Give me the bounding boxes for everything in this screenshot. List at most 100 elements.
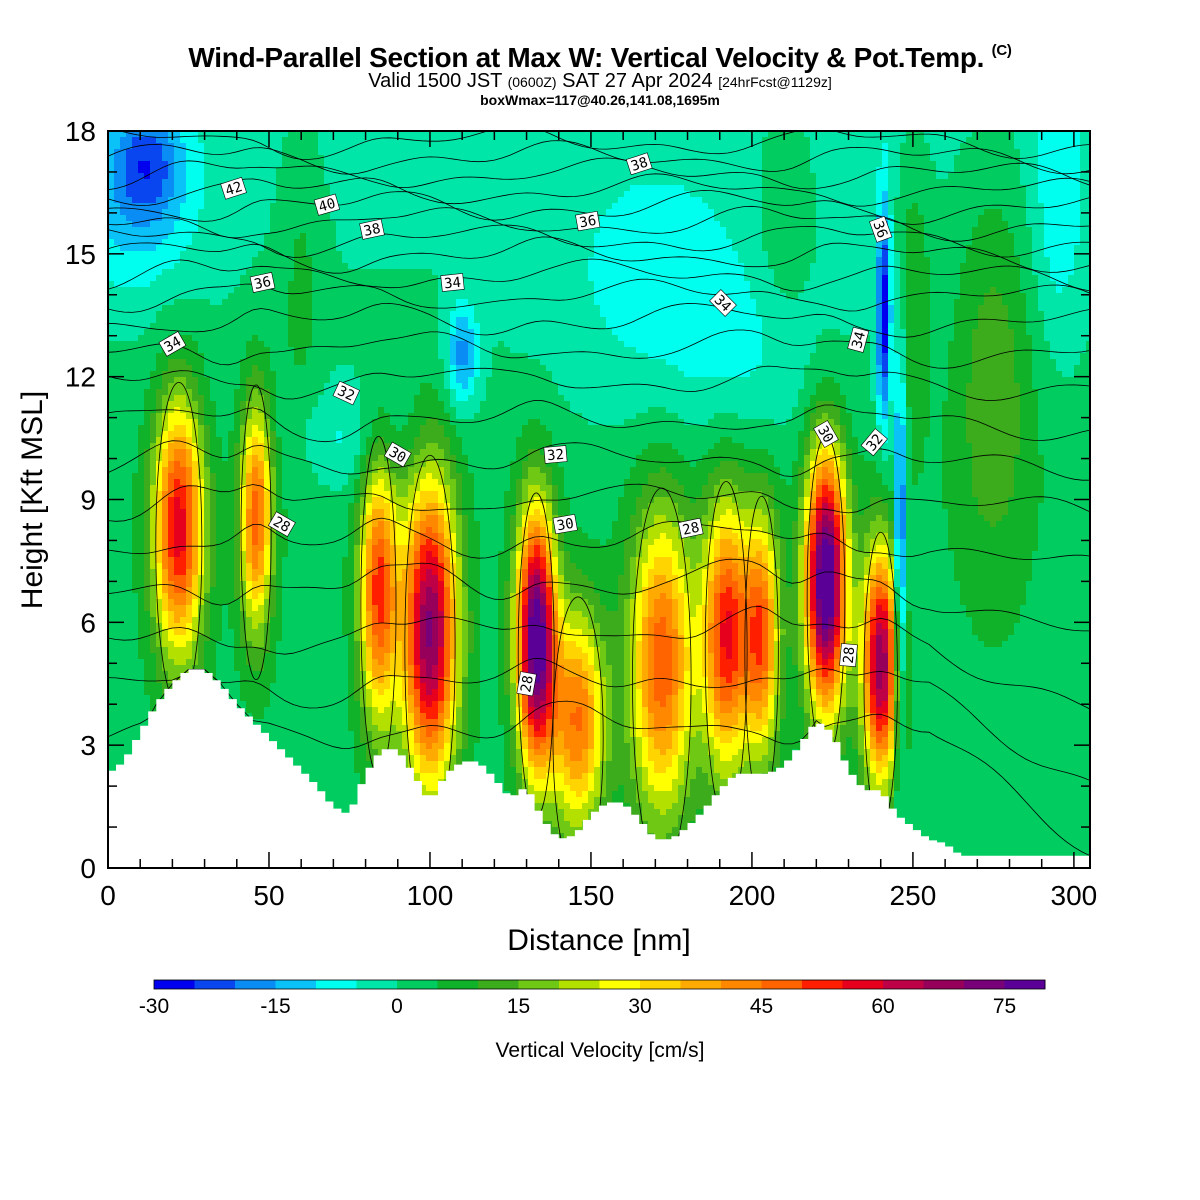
velocity-cell — [162, 185, 169, 192]
velocity-cell — [738, 155, 745, 162]
velocity-cell — [588, 149, 595, 156]
velocity-cell — [972, 227, 979, 234]
velocity-cell — [624, 137, 631, 144]
velocity-cell — [786, 179, 793, 186]
velocity-cell — [210, 221, 217, 228]
velocity-cell — [618, 149, 625, 156]
velocity-cell — [666, 251, 673, 258]
velocity-cell — [186, 215, 193, 222]
velocity-cell — [1002, 209, 1009, 216]
velocity-cell — [330, 251, 337, 258]
velocity-cell — [708, 251, 715, 258]
velocity-cell — [606, 167, 613, 174]
velocity-cell — [114, 155, 121, 162]
velocity-cell — [846, 149, 853, 156]
velocity-cell — [396, 221, 403, 228]
velocity-cell — [786, 239, 793, 246]
velocity-cell — [864, 227, 871, 234]
velocity-cell — [414, 245, 421, 252]
velocity-cell — [552, 185, 559, 192]
velocity-cell — [438, 221, 445, 228]
velocity-cell — [342, 191, 349, 198]
velocity-cell — [336, 155, 343, 162]
velocity-cell — [762, 209, 769, 216]
velocity-cell — [816, 233, 823, 240]
velocity-cell — [1068, 167, 1075, 174]
velocity-cell — [936, 191, 943, 198]
velocity-cell — [222, 167, 229, 174]
velocity-cell — [264, 209, 271, 216]
velocity-cell — [564, 233, 571, 240]
velocity-cell — [972, 215, 979, 222]
velocity-cell — [708, 149, 715, 156]
velocity-cell — [852, 227, 859, 234]
velocity-cell — [450, 209, 457, 216]
velocity-cell — [798, 191, 805, 198]
velocity-cell — [666, 215, 673, 222]
velocity-cell — [996, 215, 1003, 222]
velocity-cell — [570, 233, 577, 240]
velocity-cell — [918, 173, 925, 180]
velocity-cell — [318, 149, 325, 156]
velocity-cell — [264, 191, 271, 198]
velocity-cell — [582, 197, 589, 204]
velocity-cell — [270, 233, 277, 240]
velocity-cell — [444, 161, 451, 168]
velocity-cell — [558, 161, 565, 168]
velocity-cell — [192, 197, 199, 204]
velocity-cell — [114, 179, 121, 186]
velocity-cell — [582, 137, 589, 144]
velocity-cell — [600, 233, 607, 240]
velocity-cell — [564, 173, 571, 180]
velocity-cell — [246, 209, 253, 216]
velocity-cell — [516, 251, 523, 258]
velocity-cell — [960, 239, 967, 246]
velocity-cell — [1026, 155, 1033, 162]
velocity-cell — [738, 173, 745, 180]
velocity-cell — [420, 161, 427, 168]
velocity-cell — [594, 185, 601, 192]
velocity-cell — [150, 215, 157, 222]
velocity-cell — [498, 209, 505, 216]
velocity-cell — [780, 161, 787, 168]
velocity-cell — [204, 251, 211, 258]
velocity-cell — [426, 179, 433, 186]
velocity-cell — [222, 251, 229, 258]
velocity-cell — [258, 251, 265, 258]
velocity-cell — [618, 233, 625, 240]
velocity-cell — [480, 245, 487, 252]
velocity-cell — [516, 161, 523, 168]
velocity-cell — [366, 209, 373, 216]
velocity-cell — [114, 233, 121, 240]
velocity-cell — [150, 221, 157, 228]
velocity-cell — [762, 161, 769, 168]
velocity-cell — [894, 143, 901, 150]
velocity-cell — [906, 155, 913, 162]
velocity-cell — [990, 173, 997, 180]
velocity-cell — [1044, 143, 1051, 150]
velocity-cell — [810, 161, 817, 168]
velocity-cell — [636, 197, 643, 204]
velocity-cell — [378, 203, 385, 210]
velocity-cell — [678, 215, 685, 222]
velocity-cell — [1074, 245, 1081, 252]
velocity-cell — [1002, 137, 1009, 144]
velocity-cell — [480, 239, 487, 246]
velocity-cell — [306, 197, 313, 204]
velocity-cell — [348, 155, 355, 162]
velocity-cell — [342, 197, 349, 204]
velocity-cell — [726, 197, 733, 204]
velocity-cell — [132, 167, 139, 174]
velocity-cell — [834, 233, 841, 240]
velocity-cell — [504, 149, 511, 156]
velocity-cell — [768, 251, 775, 258]
velocity-cell — [456, 215, 463, 222]
velocity-cell — [822, 245, 829, 252]
velocity-cell — [1074, 227, 1081, 234]
velocity-cell — [990, 143, 997, 150]
velocity-cell — [1068, 215, 1075, 222]
velocity-cell — [864, 155, 871, 162]
velocity-cell — [1026, 227, 1033, 234]
velocity-cell — [864, 179, 871, 186]
velocity-cell — [978, 209, 985, 216]
